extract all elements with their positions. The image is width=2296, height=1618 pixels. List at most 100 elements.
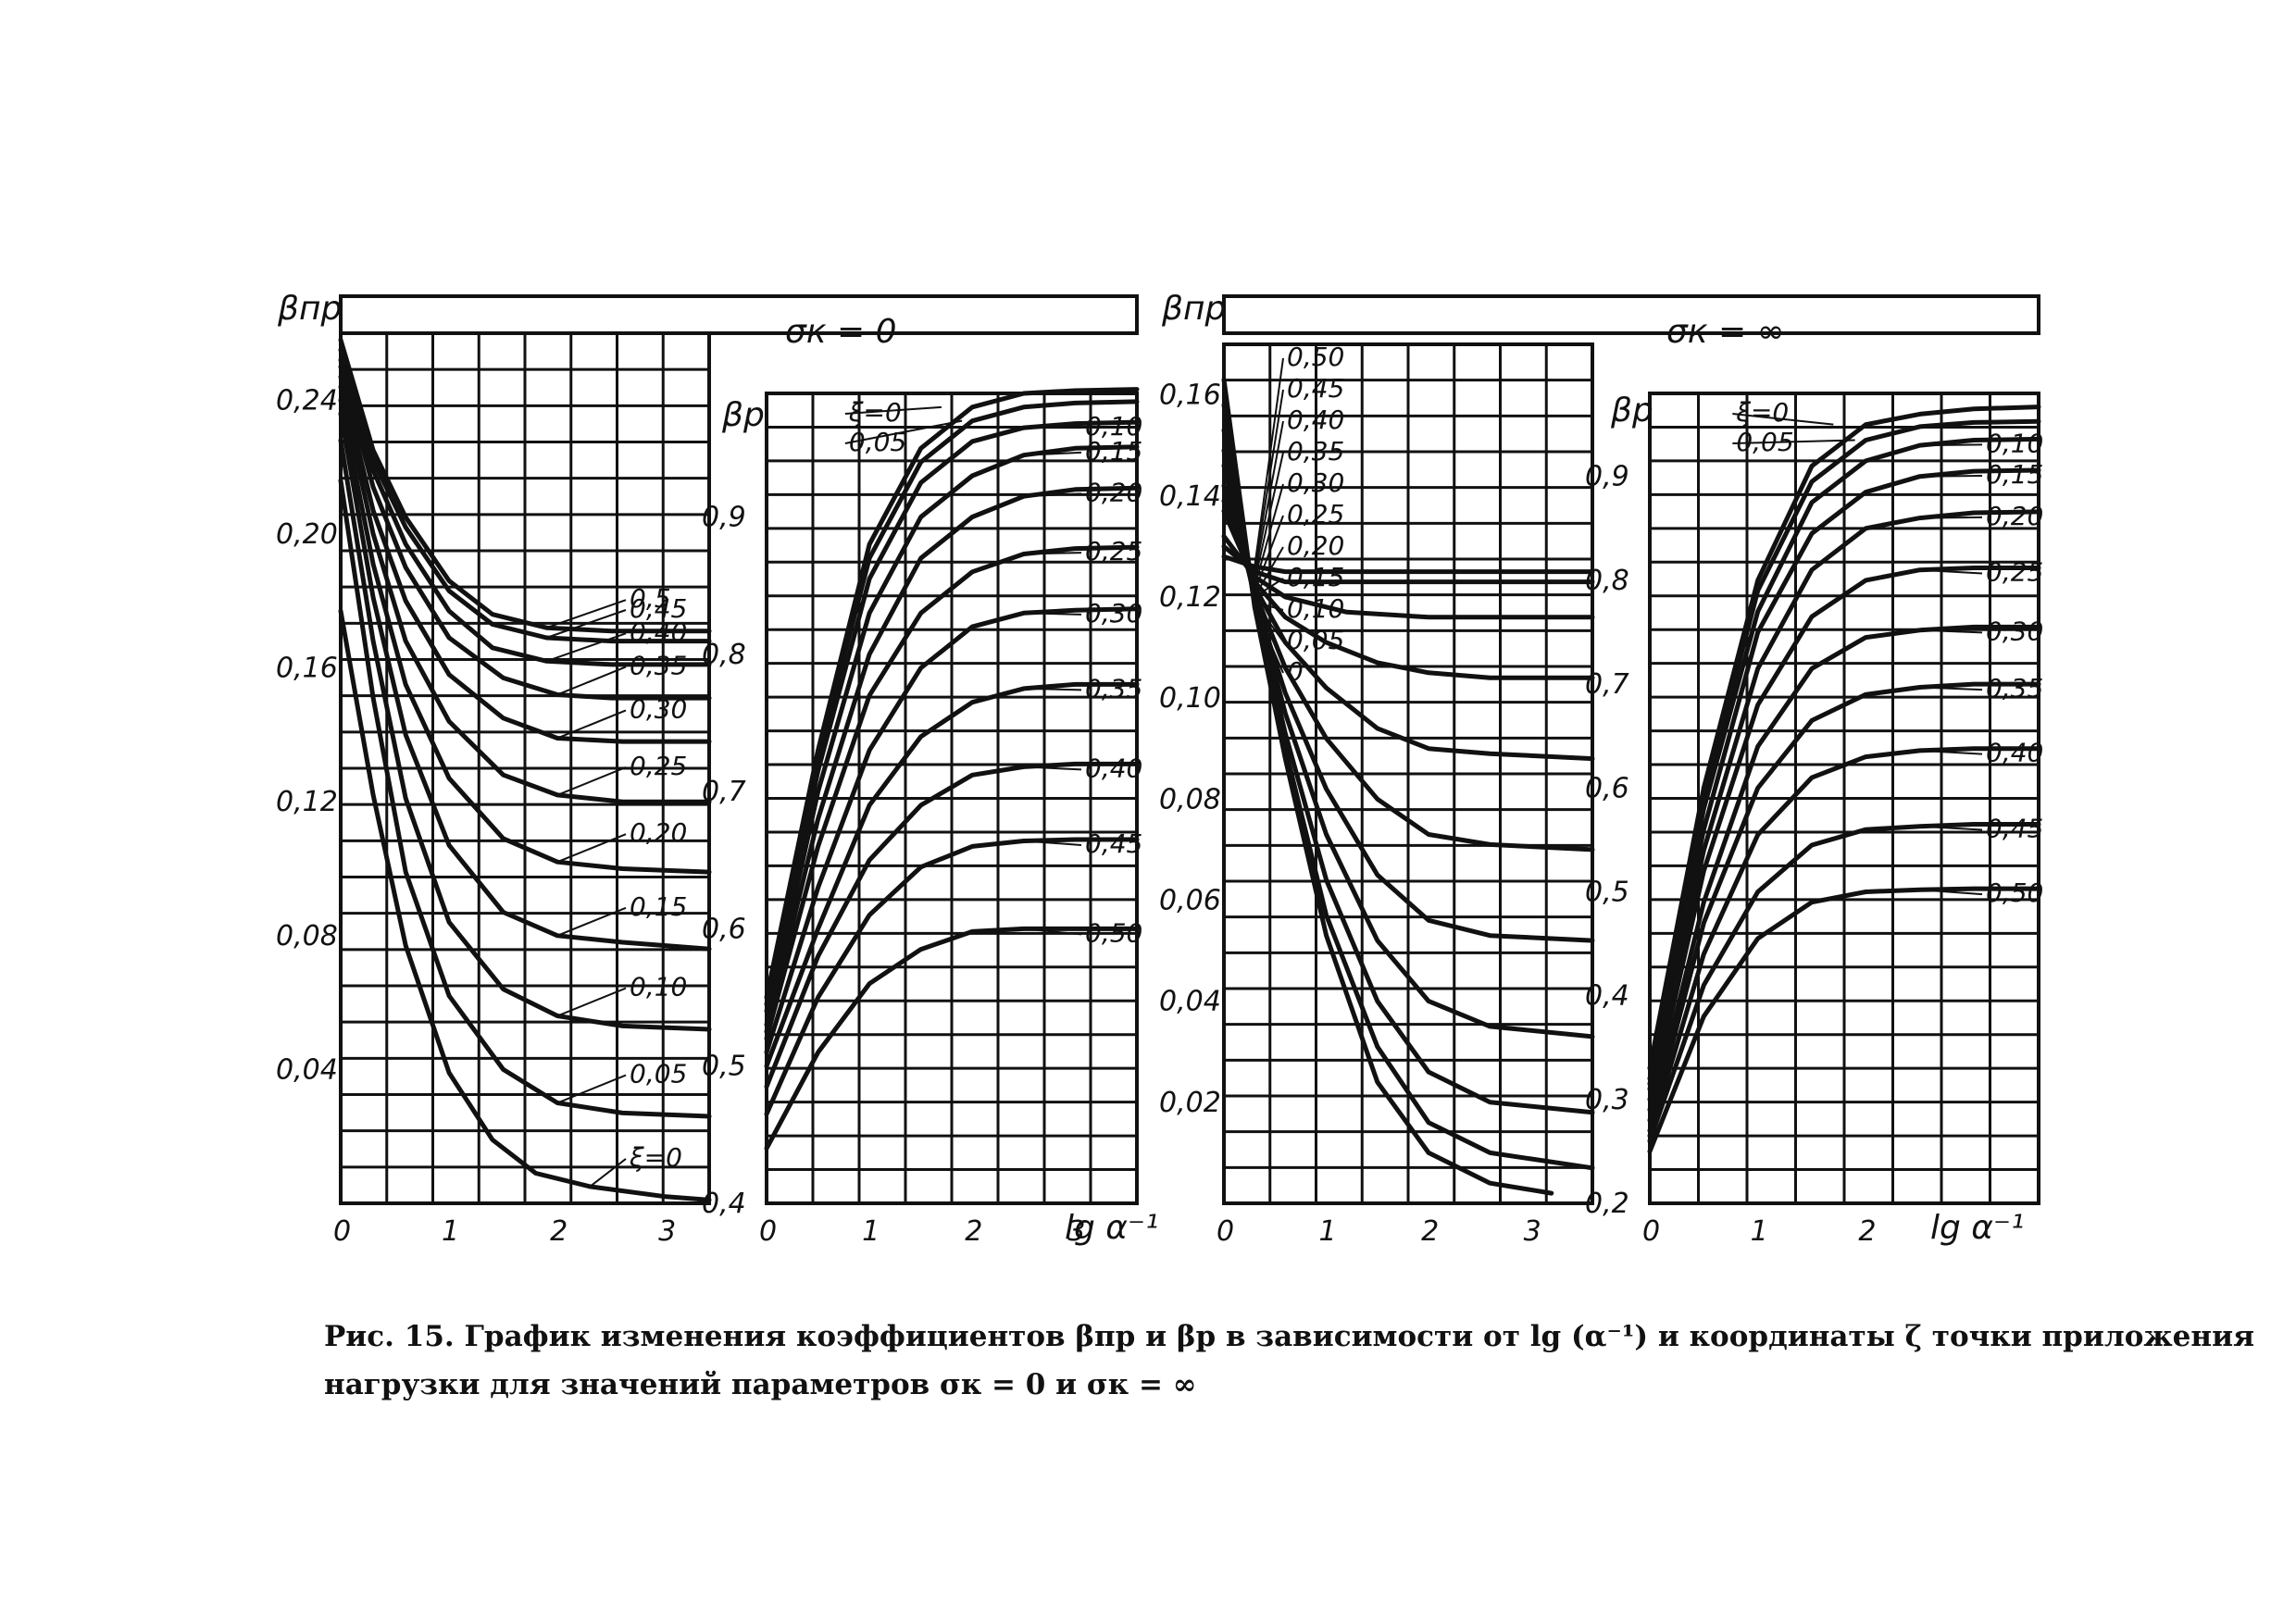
label-leader (1023, 765, 1082, 771)
y-tick-label: 0,14 (1159, 480, 1221, 513)
series-curve (1647, 746, 2041, 1139)
series-curve (764, 485, 1140, 1035)
label-leader (546, 632, 627, 663)
series-label: 0,35 (1085, 673, 1142, 703)
series-curve (338, 478, 712, 1119)
series-label: 0,25 (1287, 499, 1344, 529)
series-label: 0,10 (630, 972, 687, 1002)
plot-frame (1648, 392, 2040, 1205)
ylabel-beta-p-left: βр (721, 396, 765, 434)
label-leader (1254, 601, 1284, 611)
series-label: 0,05 (1736, 427, 1793, 457)
x-tick-label: 1 (1319, 1215, 1337, 1248)
series-label: 0,15 (1287, 562, 1344, 592)
panel-beta_pr_sigma_inf: 0,02 0,04 0,06 0,08 0,10 0,12 0,14 0,16 0 1 2 3 0,50… (1159, 342, 1595, 1248)
series-label: 0,50 (1287, 342, 1344, 372)
x-tick-label: 0 (1217, 1215, 1234, 1248)
ylabel-beta-pr-right: βпр (1161, 290, 1226, 328)
figure-caption: Рис. 15. График изменения коэффициентов … (324, 1313, 2254, 1409)
y-tick-label: 0,10 (1159, 682, 1221, 715)
y-tick-label: 0,9 (1585, 461, 1629, 493)
series-curve (764, 761, 1140, 1089)
series-curve (338, 397, 712, 875)
series-label: 0,35 (1986, 673, 2043, 703)
series-label: 0,10 (1986, 428, 2043, 458)
y-tick-label: 0,5 (1585, 876, 1629, 908)
label-leader (1254, 515, 1284, 592)
panel-beta_pr_sigma0: 0,040,080,120,160,200,240 1 2 30,50,450,400… (276, 331, 712, 1248)
label-leader (1732, 439, 1855, 444)
series-label: ξ=0 (629, 1142, 682, 1173)
label-leader (1919, 686, 1983, 691)
label-leader (1254, 483, 1284, 588)
panel-beta_p_sigma_inf: 0,20,30,40,50,60,70,80,90 1 2ξ=00,05 0,100,… (1585, 392, 2043, 1248)
series-label: 0,25 (1986, 556, 2043, 587)
x-tick-label: 2 (965, 1215, 982, 1248)
series-curve (338, 384, 712, 804)
label-leader (1023, 840, 1082, 846)
label-leader (556, 709, 627, 740)
x-tick-label: 3 (1067, 1215, 1085, 1248)
label-leader (556, 906, 627, 937)
series-curve (338, 357, 712, 667)
series-curve (764, 681, 1140, 1069)
series-label: 0,50 (1085, 917, 1142, 948)
x-tick-label: 1 (442, 1215, 459, 1248)
series-label: 0,30 (630, 693, 687, 724)
series-label: 0,15 (630, 891, 687, 922)
x-tick-label: 1 (1751, 1215, 1768, 1248)
plot-frame (765, 392, 1139, 1205)
x-tick-label: 0 (1642, 1215, 1660, 1248)
series-curve (764, 419, 1140, 1014)
series-curve (1647, 404, 2041, 1071)
y-tick-label: 0,16 (276, 653, 338, 685)
series-curve (764, 837, 1140, 1117)
series-label: 0,45 (1085, 828, 1142, 859)
y-tick-label: 0,08 (276, 920, 338, 952)
y-tick-label: 0,04 (276, 1053, 338, 1086)
series-curve (1647, 566, 2041, 1113)
x-tick-label: 2 (1858, 1215, 1876, 1248)
series-label: ξ=0 (1735, 397, 1789, 428)
series-label: 0,25 (630, 751, 687, 781)
label-leader (1732, 413, 1834, 426)
label-leader (1254, 578, 1284, 598)
label-leader (1254, 420, 1284, 578)
series-label: 0 (1287, 656, 1304, 687)
xlabel-right: lg α⁻¹ (1930, 1209, 2024, 1247)
series-label: 0,30 (1287, 467, 1344, 498)
x-tick-label: 3 (658, 1215, 676, 1248)
panel-beta_p_sigma0: 0,4 0,5 0,6 0,7 0,8 0,9 0 1 2 3 ξ=00,05 0,100,15 0,2… (702, 387, 1142, 1248)
series-label: 0,05 (849, 427, 906, 457)
label-leader (1919, 568, 1983, 575)
series-curve (1221, 483, 1595, 853)
ylabel-beta-pr-left: βпр (277, 290, 342, 328)
y-tick-label: 0,4 (702, 1188, 746, 1220)
series-curve (764, 444, 1140, 1027)
label-leader (546, 609, 627, 639)
series-label: 0,40 (1085, 753, 1142, 783)
label-leader (556, 765, 627, 796)
label-leader (1023, 552, 1082, 555)
series-label: 0,05 (630, 1059, 687, 1089)
y-tick-label: 0,24 (276, 384, 338, 417)
frame-left-top (339, 294, 1139, 335)
series-curve (764, 606, 1140, 1055)
series-curve (338, 438, 712, 1032)
series-label: 0,15 (1986, 459, 2043, 490)
label-leader (556, 1074, 627, 1104)
y-tick-label: 0,6 (702, 913, 746, 945)
label-leader (556, 987, 627, 1017)
series-label: 0,50 (1986, 877, 2043, 908)
series-curve (1647, 436, 2041, 1087)
y-tick-label: 0,08 (1159, 783, 1221, 815)
label-leader (1919, 475, 1983, 478)
y-tick-label: 0,06 (1159, 884, 1221, 916)
series-curve (1647, 681, 2041, 1133)
series-label: 0,5 (630, 583, 671, 614)
y-tick-label: 0,04 (1159, 986, 1221, 1018)
series-label: 0,35 (630, 650, 687, 680)
series-label: ξ=0 (848, 397, 902, 428)
series-label: 0,45 (630, 593, 687, 624)
